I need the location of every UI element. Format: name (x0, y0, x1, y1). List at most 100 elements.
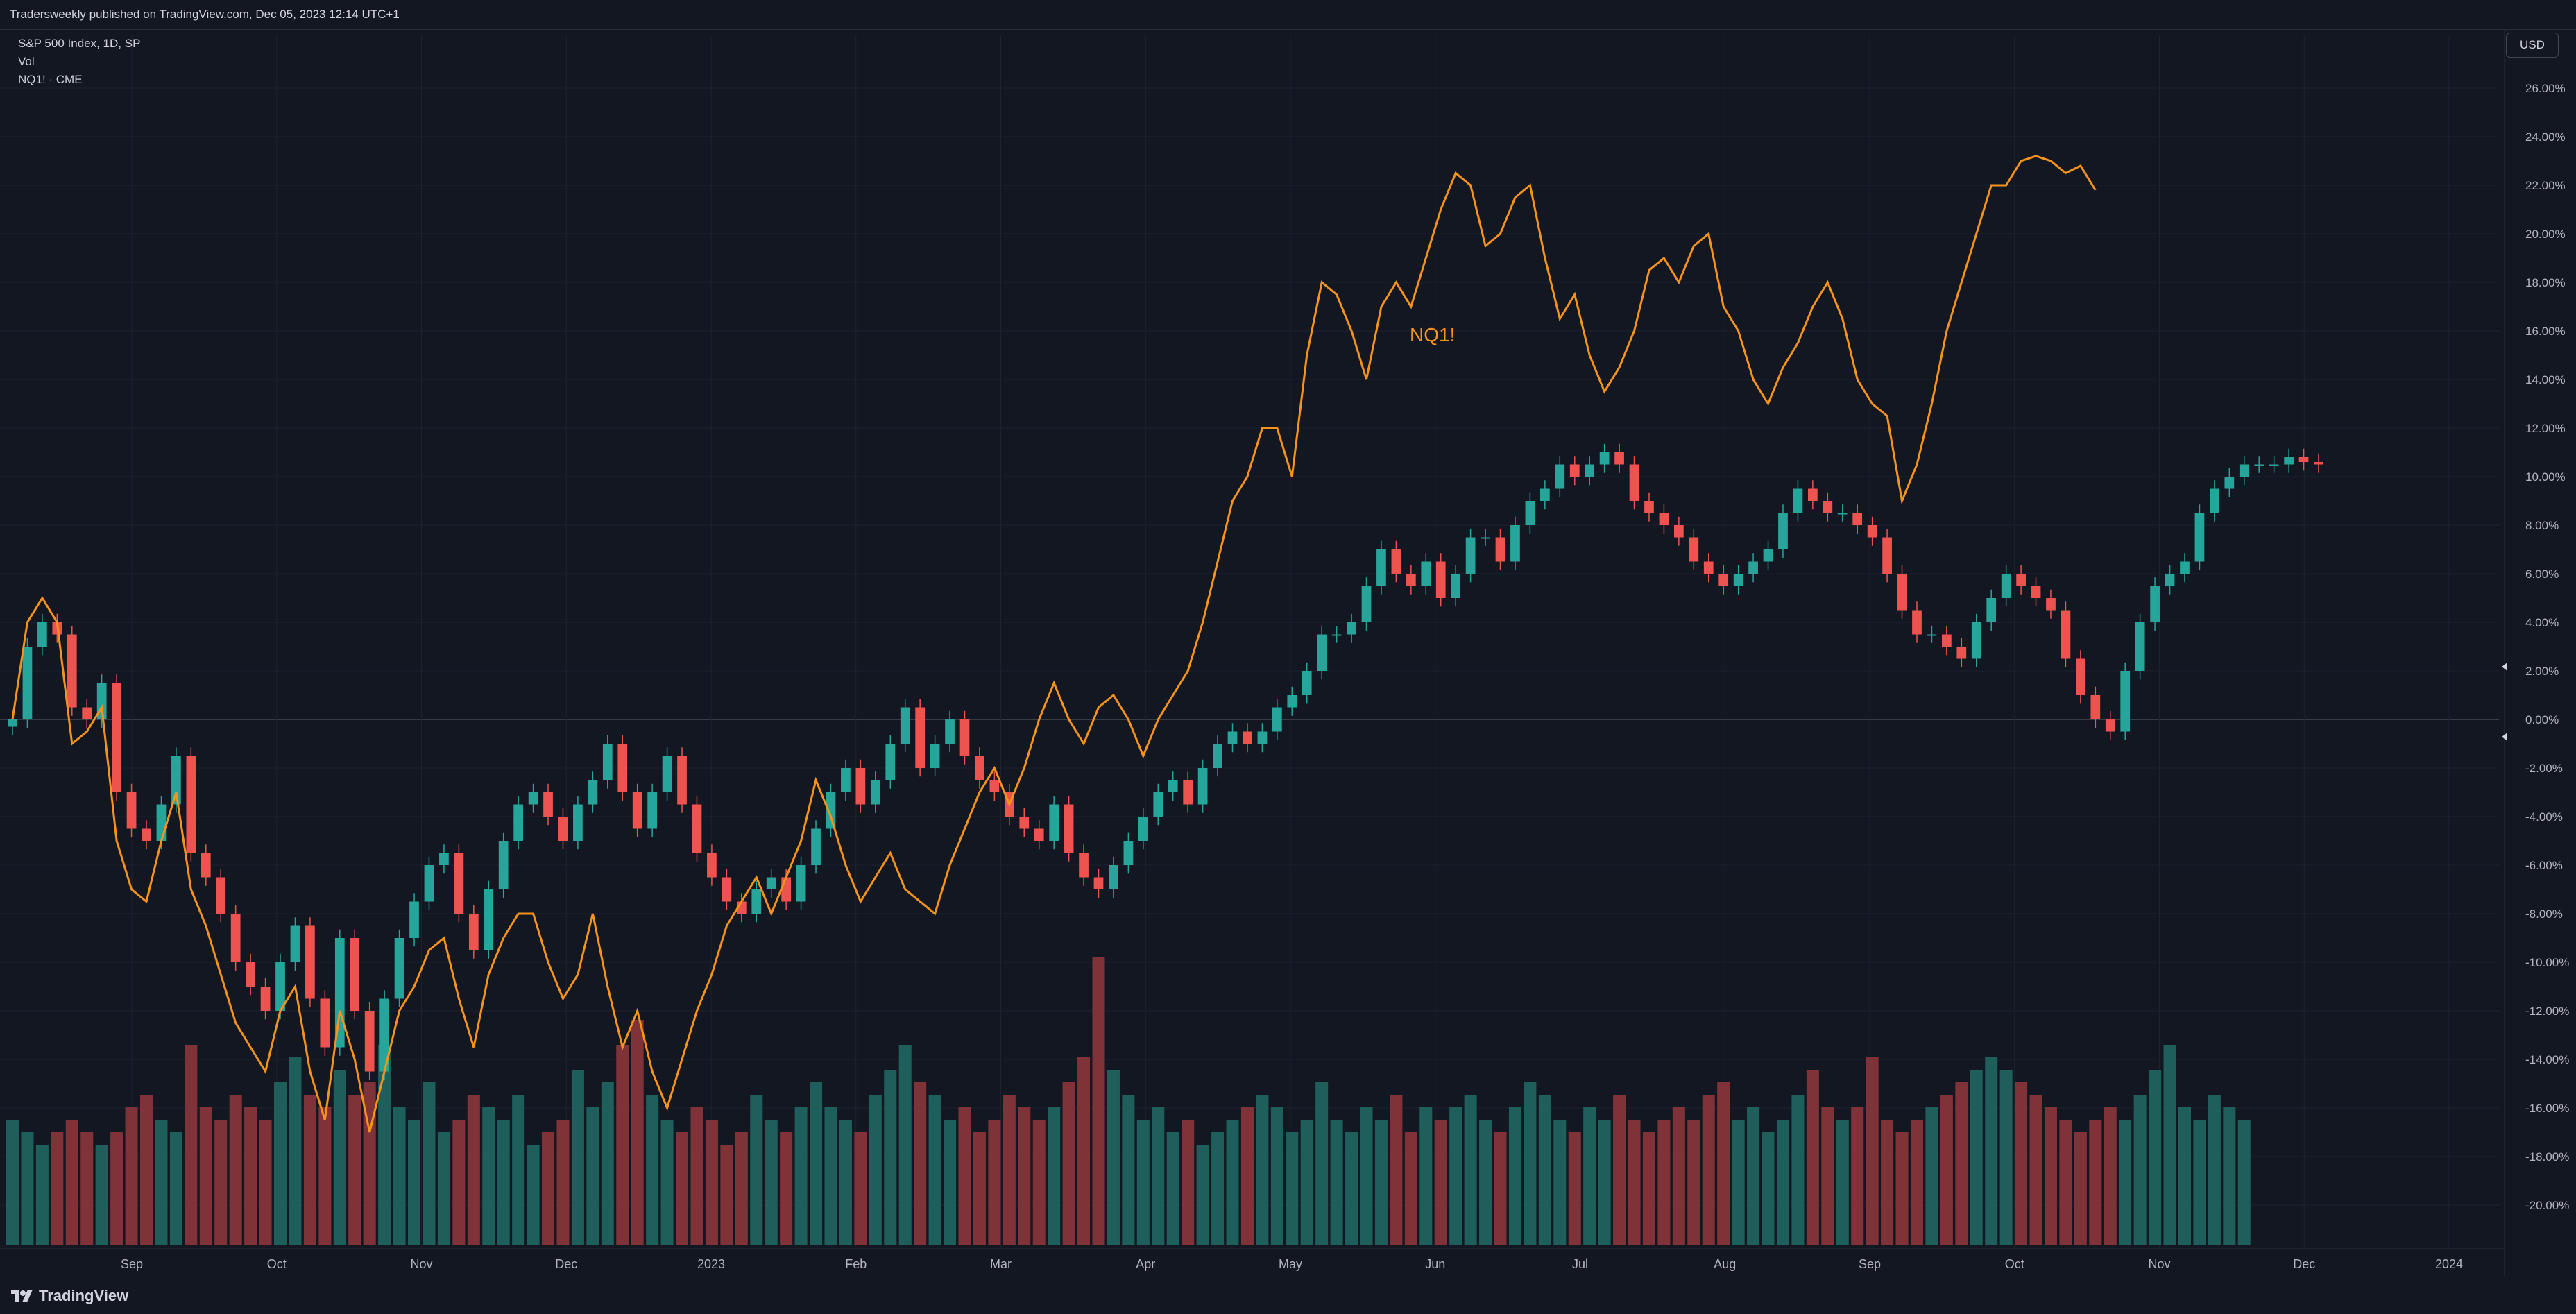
candle-body[interactable] (781, 877, 792, 902)
candle-body[interactable] (2061, 610, 2071, 659)
candle-body[interactable] (260, 987, 271, 1011)
candle-body[interactable] (1302, 671, 1312, 695)
candle-body[interactable] (870, 780, 880, 805)
candle-body[interactable] (126, 792, 137, 829)
candle-body[interactable] (1213, 744, 1222, 768)
candle-body[interactable] (2076, 658, 2085, 696)
legend-compare[interactable]: NQ1! · CME (18, 73, 83, 86)
candle-body[interactable] (1079, 853, 1089, 878)
candle-body[interactable] (439, 853, 449, 866)
candle-body[interactable] (1942, 634, 1952, 647)
candle-body[interactable] (543, 792, 553, 817)
candle-body[interactable] (216, 877, 226, 914)
candle-body[interactable] (112, 683, 121, 793)
candle-body[interactable] (1837, 513, 1848, 515)
candle-body[interactable] (751, 889, 762, 914)
candle-body[interactable] (632, 792, 642, 829)
candle-body[interactable] (1451, 574, 1461, 598)
candle-body[interactable] (424, 865, 434, 902)
candle-body[interactable] (2165, 574, 2175, 586)
candle-body[interactable] (1748, 561, 1758, 574)
candle-body[interactable] (1539, 488, 1550, 502)
candle-body[interactable] (2001, 574, 2011, 598)
currency-button[interactable]: USD (2506, 33, 2559, 58)
candle-body[interactable] (2120, 671, 2131, 732)
candle-body[interactable] (305, 925, 315, 999)
candle-body[interactable] (409, 901, 419, 939)
candle-body[interactable] (2031, 586, 2041, 599)
candle-body[interactable] (1510, 525, 1520, 562)
candle-body[interactable] (766, 877, 776, 890)
candle-body[interactable] (573, 804, 583, 842)
candle-body[interactable] (722, 877, 732, 902)
candle-body[interactable] (246, 962, 255, 987)
candle-body[interactable] (2105, 719, 2115, 732)
candle-body[interactable] (22, 647, 33, 719)
tradingview-brand[interactable]: TradingView (10, 1287, 128, 1305)
candle-body[interactable] (2298, 457, 2309, 462)
candle-body[interactable] (1733, 574, 1743, 586)
candle-body[interactable] (290, 925, 300, 963)
candle-body[interactable] (320, 998, 330, 1048)
candle-body[interactable] (513, 804, 523, 842)
candle-body[interactable] (1718, 574, 1729, 586)
candle-body[interactable] (1049, 804, 1059, 842)
candle-body[interactable] (230, 914, 241, 962)
candle-body[interactable] (2254, 464, 2264, 466)
candle-body[interactable] (1689, 537, 1699, 562)
candle-body[interactable] (2180, 561, 2190, 574)
candle-body[interactable] (2046, 598, 2056, 611)
candle-body[interactable] (1644, 501, 1654, 513)
candle-body[interactable] (1971, 622, 1981, 659)
candle-body[interactable] (900, 707, 910, 744)
candle-body[interactable] (364, 1011, 375, 1072)
candle-body[interactable] (1093, 877, 1104, 890)
candle-body[interactable] (1897, 574, 1907, 611)
candle-body[interactable] (1257, 731, 1268, 744)
candle-body[interactable] (1109, 865, 1118, 889)
candle-body[interactable] (915, 707, 926, 769)
candle-body[interactable] (975, 756, 984, 780)
candle-body[interactable] (186, 756, 196, 853)
candle-body[interactable] (1673, 525, 1684, 538)
candle-body[interactable] (677, 756, 687, 805)
candle-body[interactable] (558, 817, 568, 841)
candle-body[interactable] (647, 792, 658, 829)
candle-body[interactable] (1317, 634, 1327, 672)
candle-body[interactable] (171, 756, 181, 805)
candle-body[interactable] (454, 853, 464, 914)
candle-body[interactable] (1912, 610, 1922, 635)
price-chart[interactable]: 26.00% 24.00% 22.00% 20.00% 18.00% 16.00% 14.0… (0, 29, 2576, 1277)
candle-body[interactable] (2269, 464, 2279, 466)
candle-body[interactable] (2016, 574, 2026, 586)
candle-body[interactable] (2135, 622, 2145, 671)
candle-body[interactable] (1614, 452, 1624, 465)
candle-body[interactable] (1138, 817, 1148, 841)
candle-body[interactable] (692, 804, 702, 853)
candle-body[interactable] (1435, 561, 1446, 599)
candle-body[interactable] (1227, 731, 1238, 744)
candle-body[interactable] (989, 780, 1000, 793)
candle-body[interactable] (201, 853, 211, 878)
candle-body[interactable] (156, 804, 167, 842)
candle-body[interactable] (1183, 780, 1193, 805)
candle-body[interactable] (468, 914, 479, 950)
candle-body[interactable] (811, 828, 821, 866)
candle-body[interactable] (959, 719, 970, 756)
candle-body[interactable] (1555, 464, 1565, 489)
candle-body[interactable] (1272, 707, 1282, 732)
nq1-line[interactable] (11, 155, 2097, 1133)
candle-body[interactable] (1347, 622, 1356, 635)
candle-body[interactable] (1123, 841, 1134, 865)
candle-body[interactable] (1153, 792, 1163, 817)
candle-body[interactable] (1882, 537, 1892, 574)
candle-body[interactable] (67, 634, 77, 708)
candle-body[interactable] (1823, 501, 1833, 513)
candle-body[interactable] (2224, 477, 2235, 489)
candle-body[interactable] (37, 622, 47, 647)
candle-body[interactable] (1629, 464, 1639, 502)
candle-body[interactable] (1391, 549, 1401, 574)
candle-body[interactable] (885, 744, 896, 780)
candle-body[interactable] (930, 744, 940, 768)
candle-body[interactable] (1778, 513, 1788, 550)
